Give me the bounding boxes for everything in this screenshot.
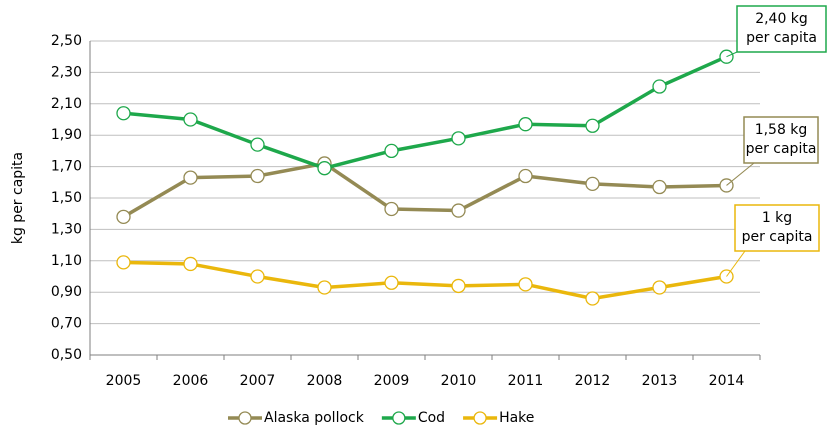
point-marker	[116, 255, 131, 270]
x-tick-label: 2010	[441, 373, 477, 389]
point-marker	[652, 280, 667, 295]
legend-label: Cod	[418, 410, 445, 426]
annotation-text: per capita	[746, 30, 817, 46]
annotation-box	[743, 116, 819, 164]
point-marker	[183, 170, 198, 185]
point-marker	[183, 112, 198, 127]
annotation-connector	[726, 162, 755, 186]
y-tick-label: 2,10	[51, 96, 82, 112]
series-line	[123, 55, 728, 170]
annotation-text: 2,40 kg	[755, 11, 808, 27]
point-marker	[585, 176, 600, 192]
point-marker	[317, 161, 332, 176]
point-marker	[116, 106, 131, 121]
point-marker	[250, 269, 265, 284]
point-marker	[250, 168, 265, 184]
point-marker	[585, 291, 600, 306]
y-tick-label: 2,50	[51, 33, 82, 49]
x-tick-label: 2006	[173, 373, 209, 389]
annotation-connector	[726, 250, 746, 277]
y-tick-label: 1,70	[51, 159, 82, 175]
point-marker	[451, 203, 466, 218]
y-axis-label: kg per capita	[10, 152, 26, 244]
y-tick-label: 1,50	[51, 190, 82, 206]
point-marker	[116, 209, 131, 224]
annotation-text: per capita	[742, 229, 813, 245]
y-tick-label: 0,90	[51, 284, 82, 300]
legend-marker	[392, 411, 406, 425]
y-tick-label: 2,30	[51, 64, 82, 80]
x-tick-label: 2007	[240, 373, 276, 389]
point-marker	[183, 256, 198, 272]
point-marker	[652, 79, 667, 94]
point-marker	[518, 168, 533, 184]
annotation-box	[736, 5, 827, 53]
annotation-text: per capita	[746, 141, 817, 157]
point-marker	[250, 137, 265, 152]
x-tick-label: 2005	[106, 373, 142, 389]
point-marker	[585, 118, 600, 133]
point-marker	[518, 117, 533, 132]
x-tick-label: 2008	[307, 373, 343, 389]
legend-marker	[473, 411, 487, 425]
point-marker	[451, 278, 466, 294]
point-marker	[518, 277, 533, 292]
x-tick-label: 2014	[709, 373, 745, 389]
point-marker	[384, 143, 399, 159]
y-tick-label: 0,50	[51, 347, 82, 363]
legend-label: Hake	[499, 410, 534, 426]
point-marker	[384, 275, 399, 290]
x-tick-label: 2013	[642, 373, 678, 389]
series-line	[122, 161, 727, 219]
y-tick-label: 1,10	[51, 253, 82, 269]
series-line	[123, 260, 727, 301]
annotation-connector	[726, 51, 738, 58]
legend-label: Alaska pollock	[264, 410, 365, 426]
y-tick-label: 1,90	[51, 127, 82, 143]
x-tick-label: 2012	[575, 373, 611, 389]
point-marker	[384, 201, 399, 217]
x-tick-label: 2009	[374, 373, 410, 389]
point-marker	[451, 131, 466, 146]
x-tick-label: 2011	[508, 373, 544, 389]
annotation-text: 1,58 kg	[755, 122, 808, 138]
y-tick-label: 0,70	[51, 316, 82, 332]
point-marker	[652, 179, 667, 195]
y-tick-label: 1,30	[51, 221, 82, 237]
point-marker	[317, 280, 332, 295]
legend-marker	[238, 411, 252, 425]
annotation-text: 1 kg	[762, 210, 792, 226]
annotation-box	[734, 204, 820, 252]
